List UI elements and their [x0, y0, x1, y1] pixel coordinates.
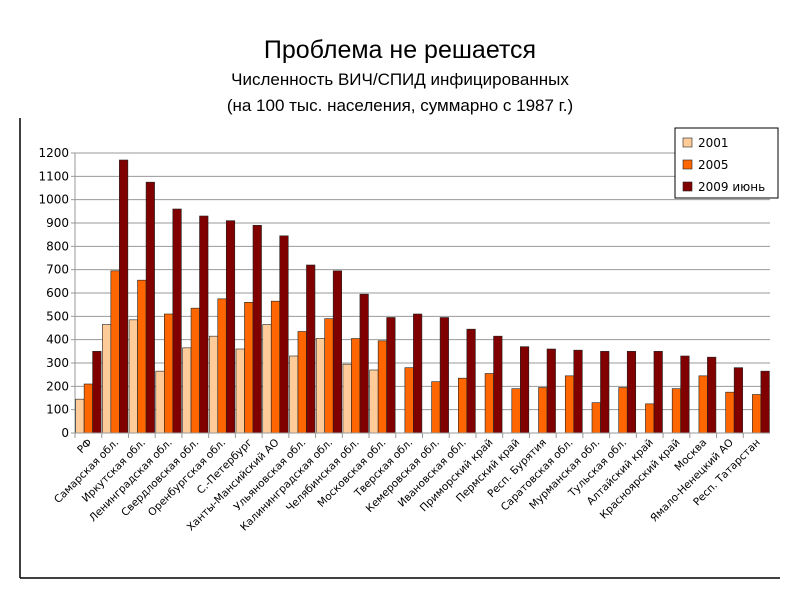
- chart-subtitle-line1: Численность ВИЧ/СПИД инфицированных: [231, 70, 569, 89]
- bar-2005: [645, 403, 655, 434]
- chart-subtitle-line2: (на 100 тыс. населения, суммарно с 1987 …: [226, 96, 574, 115]
- bar-2009-июнь: [306, 264, 316, 434]
- y-tick-label: 300: [46, 356, 69, 370]
- bar-2009-июнь: [680, 355, 690, 434]
- bar-2009-июнь: [199, 215, 209, 434]
- bar-2001: [235, 348, 245, 434]
- y-tick-label: 100: [46, 403, 69, 417]
- y-tick-label: 0: [61, 426, 69, 440]
- x-tick-label: РФ: [75, 437, 94, 456]
- legend-label: 2009 июнь: [698, 180, 765, 194]
- y-tick-label: 800: [46, 239, 69, 253]
- bar-2009-июнь: [573, 349, 583, 434]
- bar-2005: [377, 340, 387, 434]
- bar-2009-июнь: [466, 328, 476, 434]
- bar-2005: [137, 279, 147, 434]
- bar-2009-июнь: [332, 270, 342, 434]
- bar-2009-июнь: [172, 208, 182, 434]
- bar-2005: [217, 298, 227, 434]
- bar-2001: [342, 363, 352, 434]
- chart-title: Проблема не решается: [263, 36, 537, 64]
- bar-2001: [208, 335, 219, 434]
- y-tick-label: 600: [46, 286, 69, 300]
- y-tick-label: 1200: [38, 146, 69, 160]
- bar-2001: [155, 370, 165, 434]
- bar-2001: [315, 338, 325, 434]
- bar-2005: [725, 391, 735, 434]
- bar-2001: [289, 355, 299, 434]
- bar-2009-июнь: [520, 346, 530, 434]
- y-tick-label: 900: [46, 216, 69, 230]
- bar-2005: [297, 331, 307, 434]
- bar-2009-июнь: [546, 348, 556, 434]
- bar-2005: [591, 402, 601, 434]
- legend-swatch: [682, 181, 693, 192]
- y-tick-label: 1100: [38, 169, 69, 183]
- bar-2009-июнь: [386, 317, 396, 434]
- bar-2005: [458, 377, 468, 434]
- y-tick-label: 700: [46, 263, 69, 277]
- bar-2009-июнь: [653, 351, 663, 434]
- bar-2005: [83, 383, 93, 434]
- bar-2001: [128, 319, 138, 434]
- bar-2005: [431, 381, 441, 434]
- bar-2005: [270, 300, 281, 434]
- bar-2005: [698, 375, 708, 434]
- bar-2001: [369, 369, 379, 434]
- legend-swatch: [682, 137, 693, 148]
- bar-2009-июнь: [279, 235, 289, 434]
- bar-2005: [671, 388, 681, 434]
- bar-2001: [102, 324, 112, 434]
- bar-2009-июнь: [760, 370, 770, 434]
- bar-2005: [618, 387, 628, 434]
- bar-2005: [164, 313, 174, 434]
- bar-2001: [182, 347, 192, 434]
- bar-2009-июнь: [145, 181, 155, 434]
- bar-2001: [75, 398, 85, 434]
- bar-2009-июнь: [225, 220, 236, 434]
- bar-2005: [404, 367, 414, 434]
- bar-2005: [538, 387, 548, 434]
- bar-2005: [564, 375, 575, 434]
- bar-2009-июнь: [252, 225, 262, 434]
- bar-2005: [324, 318, 334, 434]
- bar-2005: [244, 302, 254, 434]
- y-tick-label: 200: [46, 379, 69, 393]
- bar-2001: [262, 324, 272, 434]
- bar-2009-июнь: [359, 293, 369, 434]
- y-tick-label: 1000: [38, 193, 69, 207]
- bar-2009-июнь: [733, 367, 743, 434]
- y-tick-label: 500: [46, 309, 69, 323]
- bar-2009-июнь: [707, 356, 717, 434]
- bar-2009-июнь: [119, 159, 129, 434]
- bar-2009-июнь: [92, 351, 102, 434]
- bar-2005: [484, 373, 494, 434]
- bar-2005: [752, 394, 762, 434]
- y-tick-label: 400: [46, 333, 69, 347]
- bar-2005: [110, 270, 120, 434]
- bar-2005: [351, 338, 361, 434]
- legend-label: 2001: [698, 136, 729, 150]
- bar-2009-июнь: [626, 351, 637, 434]
- bar-2005: [511, 388, 521, 434]
- bar-2009-июнь: [600, 351, 610, 434]
- bar-2009-июнь: [439, 317, 449, 434]
- bar-2009-июнь: [413, 313, 423, 434]
- bar-2005: [190, 307, 200, 434]
- legend-label: 2005: [698, 158, 729, 172]
- bar-2009-июнь: [493, 335, 503, 434]
- legend-swatch: [682, 159, 693, 170]
